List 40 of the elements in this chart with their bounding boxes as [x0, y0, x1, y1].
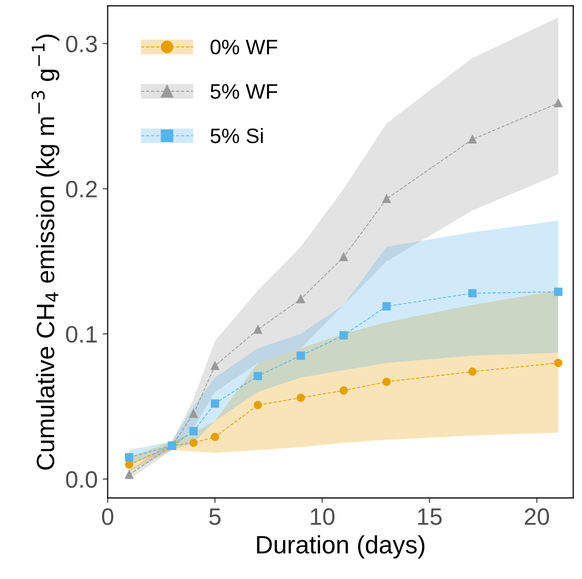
point	[254, 400, 262, 410]
point	[296, 294, 305, 304]
point	[296, 352, 305, 360]
point	[382, 302, 391, 310]
point	[210, 399, 220, 408]
point	[210, 432, 220, 442]
legend-label: 5% Si	[210, 128, 263, 144]
legend-label: 5% WF	[210, 84, 278, 99]
point	[340, 331, 348, 340]
point	[468, 289, 477, 298]
legend-label: 0% WF	[210, 40, 278, 54]
y-tick-label: 0.1	[66, 326, 97, 343]
point	[340, 386, 348, 395]
point	[468, 367, 477, 376]
point	[554, 98, 562, 108]
point	[340, 252, 348, 262]
point	[189, 438, 198, 447]
point	[189, 410, 198, 418]
x-tick-label: 10	[310, 508, 334, 526]
y-tick-label: 0.0	[66, 471, 98, 488]
point	[124, 453, 134, 462]
point	[382, 194, 391, 204]
x-tick-label: 0	[102, 508, 114, 526]
point	[554, 288, 562, 296]
x-tick-label: 15	[418, 508, 442, 526]
point	[296, 394, 305, 402]
y-tick-label: 0.2	[66, 180, 97, 198]
x-tick-label: 20	[524, 508, 550, 526]
point	[554, 358, 562, 368]
point	[189, 426, 198, 436]
y-axis-title: Cumulative CH$_{4}$ emission (kg m$^{−3}$ g$^{−1}$)	[32, 34, 60, 470]
x-axis-title: Duration (days)	[257, 535, 424, 559]
point	[382, 378, 391, 386]
point	[124, 470, 134, 479]
point	[210, 362, 220, 370]
x-tick-label: 5	[209, 508, 221, 526]
y-tick-label: 0.3	[66, 36, 97, 52]
point	[468, 135, 477, 144]
point	[254, 372, 262, 380]
point	[254, 325, 262, 334]
